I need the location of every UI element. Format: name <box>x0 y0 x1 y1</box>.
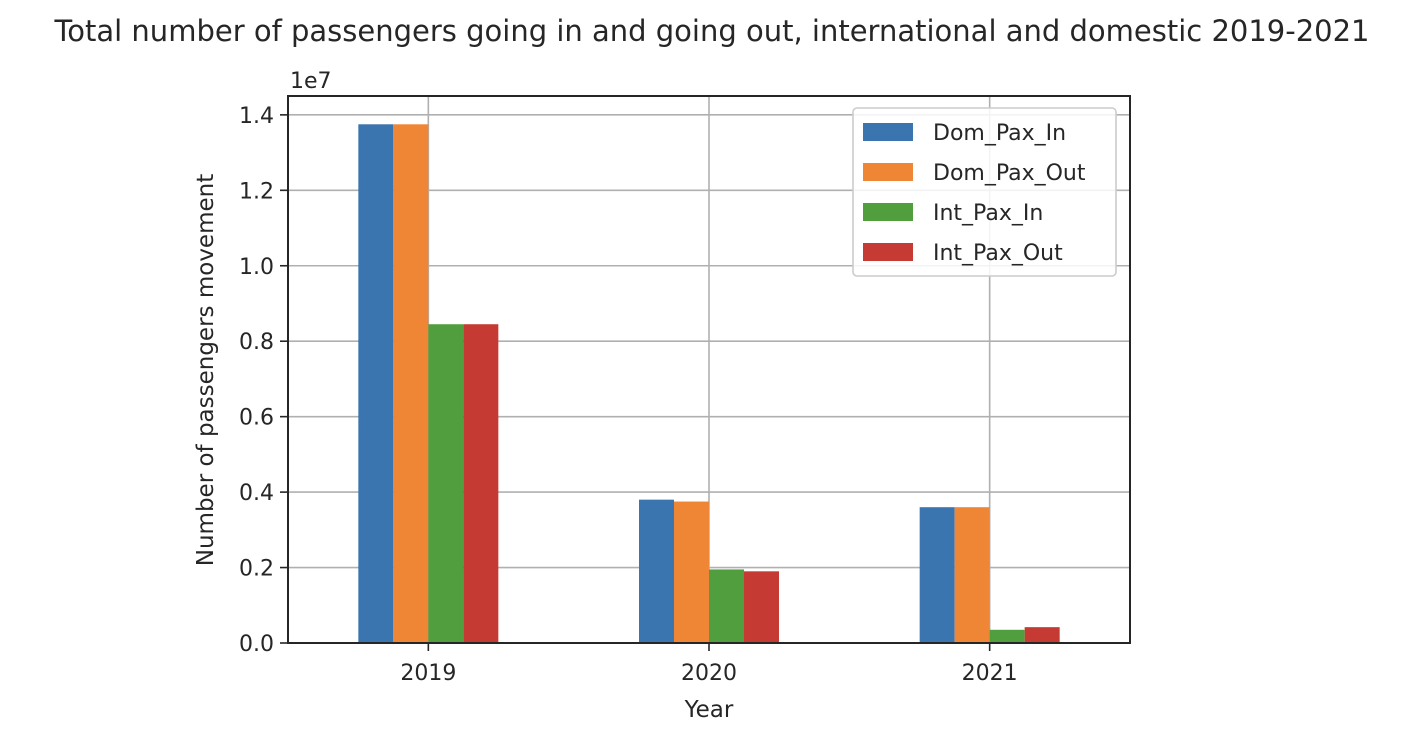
bar-dom-pax-out-2019 <box>393 124 429 644</box>
bar-int-pax-out-2020 <box>744 571 779 643</box>
legend-swatch <box>863 203 913 221</box>
x-tick-label: 2021 <box>962 661 1018 686</box>
legend: Dom_Pax_In Dom_Pax_Out Int_Pax_In Int_Pax_O… <box>852 107 1117 277</box>
legend-label: Int_Pax_In <box>933 201 1043 226</box>
y-axis-label: Number of passengers movement <box>193 174 219 566</box>
legend-label: Dom_Pax_Out <box>933 161 1086 186</box>
legend-label: Int_Pax_Out <box>933 241 1063 266</box>
y-tick-label: 0.8 <box>239 330 274 355</box>
y-tick-label: 1.0 <box>239 255 274 280</box>
bar-dom-pax-in-2019 <box>358 124 394 644</box>
x-tick-label: 2019 <box>400 661 456 686</box>
legend-swatch <box>863 163 913 181</box>
bar-dom-pax-in-2020 <box>639 499 674 643</box>
x-axis: 2019 2020 2021 <box>400 643 1018 686</box>
bar-dom-pax-out-2021 <box>954 507 990 643</box>
legend-label: Dom_Pax_In <box>933 121 1066 146</box>
y-tick-label: 1.2 <box>239 179 274 204</box>
x-tick-label: 2020 <box>681 661 737 686</box>
bar-int-pax-out-2019 <box>463 324 499 643</box>
y-tick-label: 0.0 <box>239 632 274 657</box>
y-tick-label: 0.4 <box>239 481 274 506</box>
bar-dom-pax-out-2020 <box>674 501 709 643</box>
y-offset-label: 1e7 <box>290 69 332 94</box>
bar-dom-pax-in-2021 <box>919 507 955 643</box>
legend-swatch <box>863 243 913 261</box>
y-axis: 0.0 0.2 0.4 0.6 0.8 1.0 1.2 1.4 <box>239 104 288 657</box>
y-tick-label: 0.6 <box>239 406 274 431</box>
bars <box>358 124 1060 644</box>
legend-swatch <box>863 123 913 141</box>
y-tick-label: 0.2 <box>239 557 274 582</box>
bar-int-pax-in-2021 <box>989 629 1025 643</box>
bar-int-pax-in-2020 <box>709 569 744 643</box>
bar-int-pax-out-2021 <box>1024 627 1060 643</box>
legend-box <box>852 107 1117 277</box>
x-axis-label: Year <box>684 697 734 723</box>
y-tick-label: 1.4 <box>239 104 274 129</box>
bar-int-pax-in-2019 <box>428 324 464 643</box>
chart-title: Total number of passengers going in and … <box>54 14 1370 48</box>
